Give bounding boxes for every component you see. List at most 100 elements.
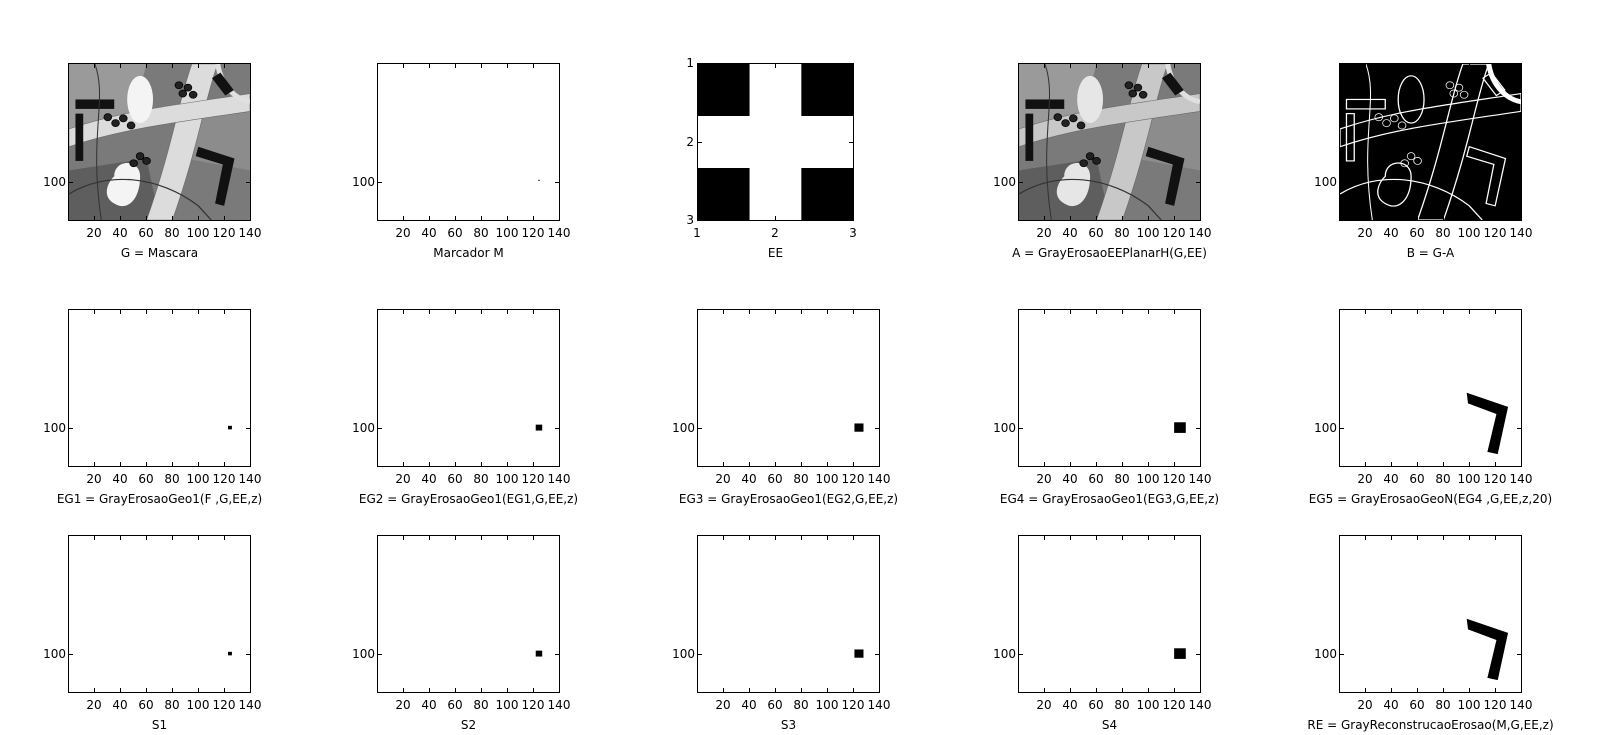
tick-mark [224,309,225,314]
tick-mark [1469,216,1470,221]
x-tick-label: 80 [1114,698,1130,712]
tick-mark [801,535,802,540]
x-tick-label: 40 [741,472,757,486]
building [75,113,84,161]
building [1345,113,1355,162]
tick-mark [1148,688,1149,693]
tree [1459,90,1469,99]
tick-mark [853,535,854,540]
x-tick-label: 120 [521,226,545,240]
tick-mark [875,427,880,429]
panel-image [1019,64,1200,220]
tick-mark [481,63,482,68]
x-tick-label: 100 [1136,472,1160,486]
axes-b [1339,63,1522,221]
tick-mark [723,309,724,314]
tick-mark [146,63,147,68]
tree [111,119,120,127]
tick-mark [697,141,702,143]
x-tick-label: 120 [1162,698,1186,712]
tick-mark [697,220,702,221]
tick-mark [1417,535,1418,540]
tree [1092,157,1101,165]
tick-mark [849,220,854,221]
panel-caption: S3 [780,718,797,732]
x-tick-label: 100 [815,698,839,712]
tree [103,113,113,122]
building [1482,71,1506,97]
x-tick-label: 100 [186,226,210,240]
tick-mark [507,216,508,221]
tick-mark [1443,535,1444,540]
building [75,99,115,109]
tick-mark [749,688,750,693]
x-tick-label: 40 [112,472,128,486]
tick-mark [849,141,854,143]
field-region [69,64,147,135]
tick-mark [801,688,802,693]
tick-mark [1495,462,1496,467]
panel-caption: G = Mascara [120,246,199,260]
marker-blob [854,649,864,658]
y-tick-label: 100 [993,646,1016,661]
tick-mark [775,688,776,693]
result-shape [1466,392,1509,455]
tick-mark [533,216,534,221]
tick-mark [403,688,404,693]
tick-mark [1044,688,1045,693]
building [1025,113,1034,161]
x-tick-label: 20 [395,472,411,486]
tick-mark [697,216,698,221]
panel-image [228,425,232,430]
tick-mark [455,535,456,540]
y-tick-label: 100 [352,646,375,661]
axes-s1 [68,535,251,693]
tick-mark [1495,688,1496,693]
tick-mark [1044,309,1045,314]
x-tick-label: 120 [1483,698,1507,712]
tick-mark [853,216,854,221]
y-tick-label: 100 [993,174,1016,189]
x-tick-label: 40 [421,226,437,240]
x-tick-label: 40 [741,698,757,712]
ee-cell [698,116,750,168]
tick-mark [1070,535,1071,540]
tick-mark [403,462,404,467]
tick-mark [1417,216,1418,221]
ee-cell [749,64,802,116]
tick-mark [1174,309,1175,314]
tick-mark [198,688,199,693]
tree [174,81,184,90]
tick-mark [1443,688,1444,693]
tick-mark [224,535,225,540]
x-tick-label: 100 [1136,698,1160,712]
tick-mark [1122,216,1123,221]
x-tick-label: 140 [1188,698,1212,712]
panel-caption: A = GrayErosaoEEPlanarH(G,EE) [1012,246,1207,260]
ee-cell [801,64,853,116]
y-tick-label: 100 [352,420,375,435]
tick-mark [827,309,828,314]
x-tick-label: 20 [1357,472,1373,486]
x-tick-label: 20 [1357,226,1373,240]
building [1025,99,1065,109]
tick-mark [555,427,560,429]
tick-mark [429,216,430,221]
tick-mark [1521,216,1522,221]
tick-mark [1365,216,1366,221]
tick-mark [1096,309,1097,314]
tick-mark [507,688,508,693]
tick-mark [246,427,251,429]
tick-mark [1122,462,1123,467]
ee-cell [698,168,750,220]
tree [1069,114,1078,123]
tick-mark [1365,535,1366,540]
x-tick-label: 140 [1509,226,1533,240]
tick-mark [94,462,95,467]
tick-mark [1521,688,1522,693]
tick-mark [1365,462,1366,467]
x-tick-label: 80 [1114,472,1130,486]
tick-mark [507,462,508,467]
tree [1382,119,1391,127]
x-tick-label: 40 [421,472,437,486]
